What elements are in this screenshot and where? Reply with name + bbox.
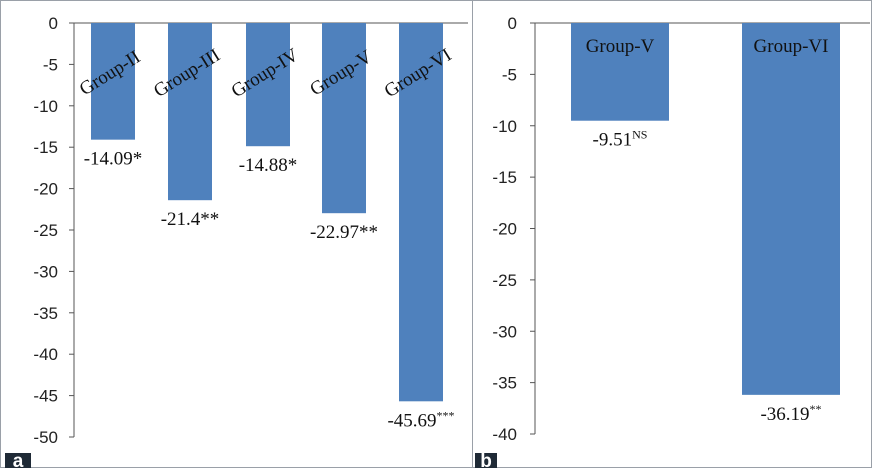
data-label: -45.69*** bbox=[387, 408, 454, 431]
bar bbox=[571, 23, 669, 121]
y-tick-label: 0 bbox=[508, 14, 517, 33]
data-label-superscript: *** bbox=[437, 408, 455, 422]
data-label: -22.97** bbox=[310, 222, 378, 243]
y-tick-label: -25 bbox=[492, 271, 517, 290]
y-tick-label: -30 bbox=[492, 322, 517, 341]
data-label: -9.51NS bbox=[593, 128, 648, 151]
panel-label: b bbox=[480, 451, 492, 468]
data-label: -14.09* bbox=[84, 149, 143, 170]
y-tick-label: -15 bbox=[492, 168, 517, 187]
bar bbox=[742, 23, 840, 395]
data-label: -21.4** bbox=[161, 209, 220, 230]
panel-b: 0 -5 -10 -15 -20 -25 -30 -35 -40 -9.51NS Group-V -3… bbox=[475, 14, 870, 468]
y-tick-label: -15 bbox=[33, 138, 58, 157]
y-tick-label: -35 bbox=[33, 304, 58, 323]
category-label: Group-V bbox=[586, 36, 655, 57]
category-label: Group-VI bbox=[754, 36, 829, 57]
y-tick-label: -40 bbox=[33, 345, 58, 364]
panel-a: 0-5-10-15-20-25-30-35-40-45-50-14.09*Gro… bbox=[5, 14, 468, 468]
y-tick-label: -20 bbox=[492, 220, 517, 239]
panel-label-badge bbox=[475, 453, 497, 468]
y-tick-label: -10 bbox=[33, 97, 58, 116]
y-tick-label: -20 bbox=[33, 180, 58, 199]
y-tick-label: -50 bbox=[33, 428, 58, 447]
y-tick-label: -40 bbox=[492, 425, 517, 444]
bar bbox=[399, 23, 443, 402]
bar bbox=[168, 23, 212, 201]
y-tick-label: -10 bbox=[492, 117, 517, 136]
bar bbox=[246, 23, 290, 147]
panel-label: a bbox=[13, 451, 24, 468]
y-tick-label: -45 bbox=[33, 387, 58, 406]
y-tick-label: -35 bbox=[492, 374, 517, 393]
data-label: -36.19** bbox=[760, 402, 821, 425]
y-tick-label: -5 bbox=[502, 65, 517, 84]
y-tick-label: -25 bbox=[33, 221, 58, 240]
data-label-superscript: NS bbox=[632, 128, 647, 142]
y-tick-label: 0 bbox=[49, 14, 58, 33]
panel-label-badge bbox=[5, 453, 31, 468]
data-label: -14.88* bbox=[239, 155, 298, 176]
bar bbox=[322, 23, 366, 214]
data-label-superscript: ** bbox=[810, 402, 822, 416]
y-tick-label: -5 bbox=[43, 55, 58, 74]
bar bbox=[91, 23, 135, 140]
y-tick-label: -30 bbox=[33, 262, 58, 281]
